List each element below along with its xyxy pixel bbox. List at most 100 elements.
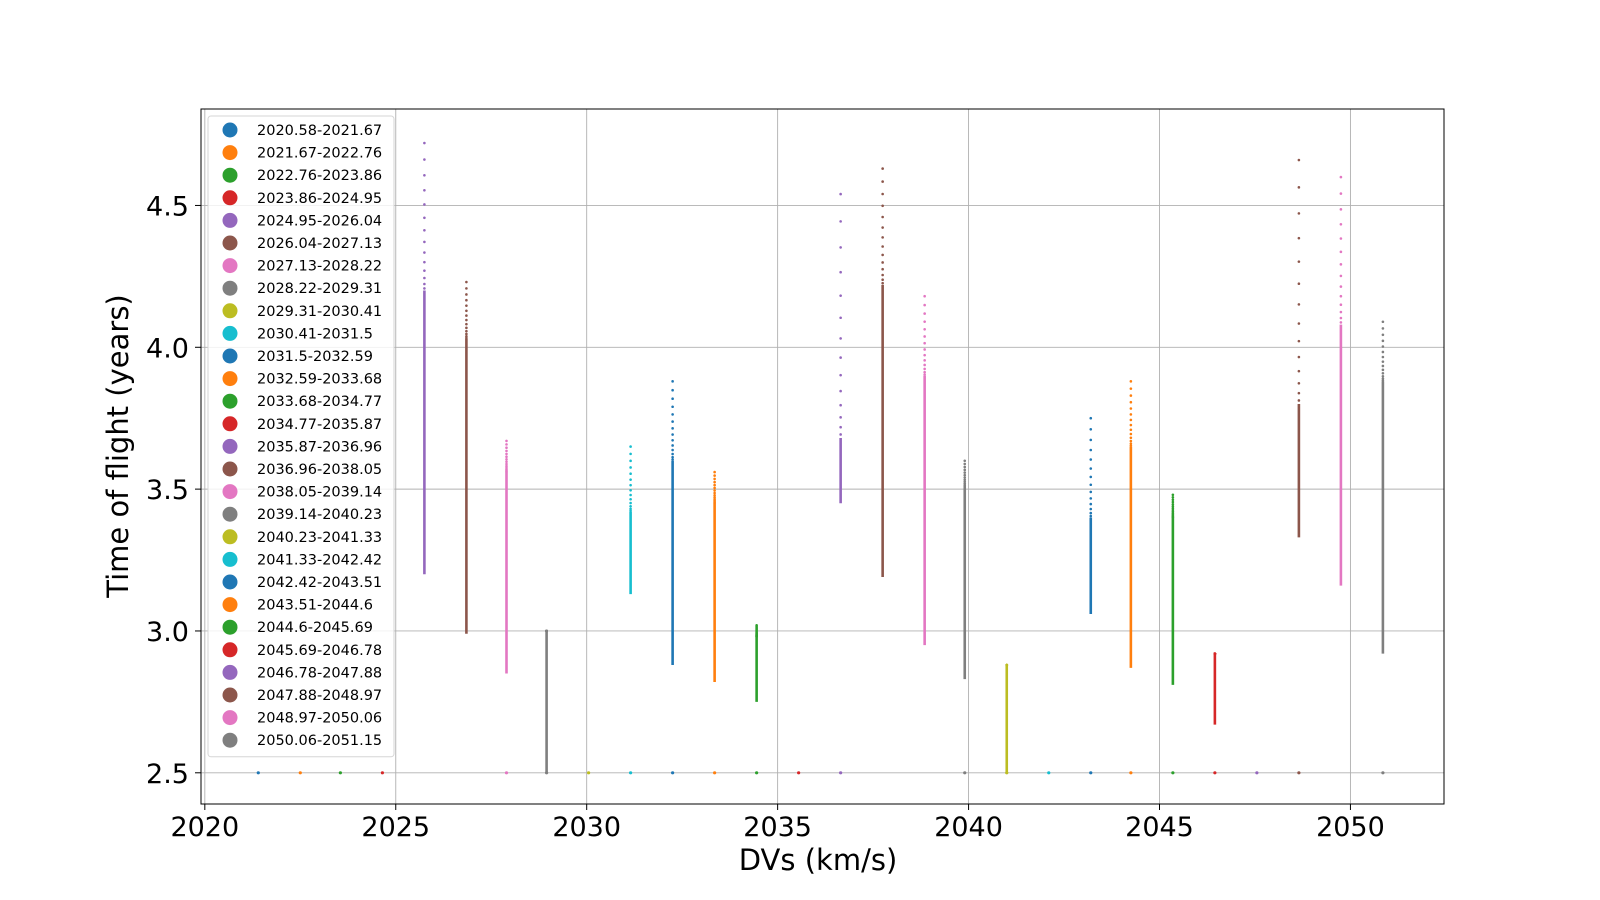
baseline-point: [629, 771, 633, 775]
series-2021.67-2022.76: [298, 771, 302, 775]
data-point: [923, 327, 926, 331]
data-point: [1089, 458, 1093, 461]
data-point: [505, 446, 508, 450]
data-point: [1297, 322, 1301, 325]
data-point: [465, 334, 468, 338]
legend-marker: [222, 303, 238, 319]
data-point: [1339, 250, 1343, 254]
data-point: [839, 220, 842, 223]
data-point: [1297, 212, 1301, 215]
data-point: [713, 493, 716, 497]
data-point: [713, 497, 716, 501]
data-point: [1381, 355, 1385, 359]
data-point: [839, 373, 842, 377]
baseline-point: [671, 771, 675, 775]
data-point: [629, 445, 632, 448]
baseline-point: [1255, 771, 1259, 775]
series-2048.97-2050.06: [1339, 175, 1343, 586]
baseline-point: [587, 771, 591, 775]
baseline-point: [1047, 771, 1051, 775]
data-point: [1171, 500, 1175, 504]
data-point: [629, 452, 632, 456]
data-point: [423, 203, 426, 206]
data-point: [671, 397, 674, 400]
legend-marker: [222, 529, 238, 545]
data-point: [1339, 303, 1343, 307]
data-point: [1339, 175, 1343, 179]
data-point: [1089, 514, 1093, 518]
baseline-point: [1089, 771, 1093, 775]
baseline-point: [1381, 771, 1385, 775]
data-point: [881, 273, 884, 277]
data-point: [465, 280, 468, 284]
data-point: [423, 188, 426, 192]
legend-label: 2031.5-2032.59: [257, 349, 373, 365]
x-tick-label: 2020: [170, 812, 239, 843]
baseline-point: [755, 771, 759, 775]
legend-marker: [222, 710, 238, 726]
legend-marker: [222, 574, 238, 590]
legend-marker: [222, 687, 238, 703]
legend-label: 2040.23-2041.33: [257, 530, 382, 546]
data-point: [839, 316, 842, 320]
data-point: [713, 495, 716, 499]
data-point: [1297, 391, 1301, 395]
data-point: [963, 473, 967, 477]
legend-marker: [222, 732, 238, 748]
data-point: [465, 293, 468, 296]
legend-label: 2033.68-2034.77: [257, 394, 382, 410]
data-point: [629, 501, 632, 505]
legend: 2020.58-2021.67 2021.67-2022.76 2022.76-20…: [207, 115, 395, 758]
data-point: [839, 416, 842, 419]
data-point: [1089, 475, 1093, 479]
data-point: [629, 488, 632, 492]
data-point: [923, 341, 926, 345]
y-tick-label: 3.0: [146, 617, 189, 648]
data-point: [1171, 498, 1175, 502]
series-2038.05-2039.14: [923, 294, 926, 646]
data-point: [881, 180, 884, 183]
data-point: [1089, 438, 1093, 442]
series-2028.22-2029.31: [544, 629, 549, 775]
data-point: [629, 472, 632, 476]
baseline-point: [839, 771, 843, 775]
series-2044.6-2045.69: [1171, 493, 1175, 775]
data-point: [629, 509, 632, 513]
legend-marker: [222, 597, 238, 613]
grid-lines: [201, 109, 1444, 804]
data-point: [881, 226, 884, 229]
baseline-point: [1171, 771, 1175, 775]
series-2040.23-2041.33: [1005, 663, 1009, 775]
data-point: [629, 504, 632, 508]
data-point: [671, 413, 674, 416]
data-point: [1339, 294, 1343, 298]
data-point: [713, 480, 716, 484]
data-point: [881, 204, 884, 208]
data-point: [1129, 407, 1133, 410]
data-point: [1297, 355, 1301, 359]
data-point: [671, 380, 674, 383]
data-marks: [256, 141, 1385, 775]
series-2045.69-2046.78: [1213, 652, 1217, 775]
series-2036.96-2038.05: [881, 167, 884, 578]
data-point: [713, 474, 716, 477]
legend-marker: [222, 551, 238, 567]
y-tick-label: 3.5: [146, 475, 189, 506]
data-point: [839, 246, 842, 249]
data-point: [1297, 158, 1301, 162]
data-point: [505, 458, 508, 461]
x-tick-label: 2035: [743, 812, 812, 843]
data-point: [923, 294, 926, 298]
data-point: [423, 229, 426, 232]
data-point: [1171, 504, 1175, 508]
data-point: [629, 483, 632, 487]
data-point: [505, 452, 508, 456]
series-2031.5-2032.59: [671, 380, 675, 775]
data-point: [1129, 432, 1133, 436]
legend-label: 2023.86-2024.95: [257, 191, 382, 207]
x-tick-label: 2045: [1125, 812, 1194, 843]
data-point: [505, 460, 508, 464]
data-point: [1381, 320, 1385, 324]
series-2035.87-2036.96: [839, 192, 843, 775]
data-point: [839, 337, 842, 340]
